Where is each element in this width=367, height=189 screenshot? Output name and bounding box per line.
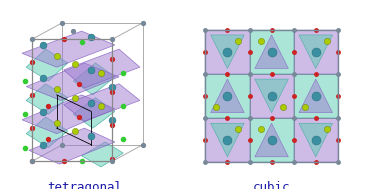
Polygon shape (63, 49, 140, 88)
Polygon shape (26, 84, 68, 114)
Polygon shape (22, 95, 115, 134)
Polygon shape (299, 123, 333, 157)
Bar (250, 74, 294, 118)
Polygon shape (63, 84, 140, 121)
Polygon shape (29, 128, 115, 164)
Polygon shape (26, 63, 119, 100)
Polygon shape (299, 79, 333, 113)
Bar (206, 74, 250, 118)
Polygon shape (211, 123, 244, 157)
Bar (250, 118, 294, 162)
Bar (206, 118, 250, 162)
Polygon shape (22, 31, 115, 67)
Polygon shape (211, 79, 244, 113)
Bar (250, 30, 294, 74)
Bar (294, 74, 338, 118)
Polygon shape (299, 35, 333, 68)
Polygon shape (26, 49, 68, 81)
Polygon shape (255, 79, 288, 113)
Text: tetragonal: tetragonal (47, 180, 122, 189)
Polygon shape (255, 123, 288, 157)
Polygon shape (255, 35, 288, 68)
Polygon shape (81, 142, 123, 167)
Polygon shape (26, 117, 68, 148)
Text: cubic: cubic (253, 180, 290, 189)
Polygon shape (73, 63, 115, 95)
Bar (294, 30, 338, 74)
Bar (294, 118, 338, 162)
Polygon shape (73, 98, 115, 128)
Bar (206, 30, 250, 74)
Polygon shape (211, 35, 244, 68)
Bar (206, 30, 338, 162)
